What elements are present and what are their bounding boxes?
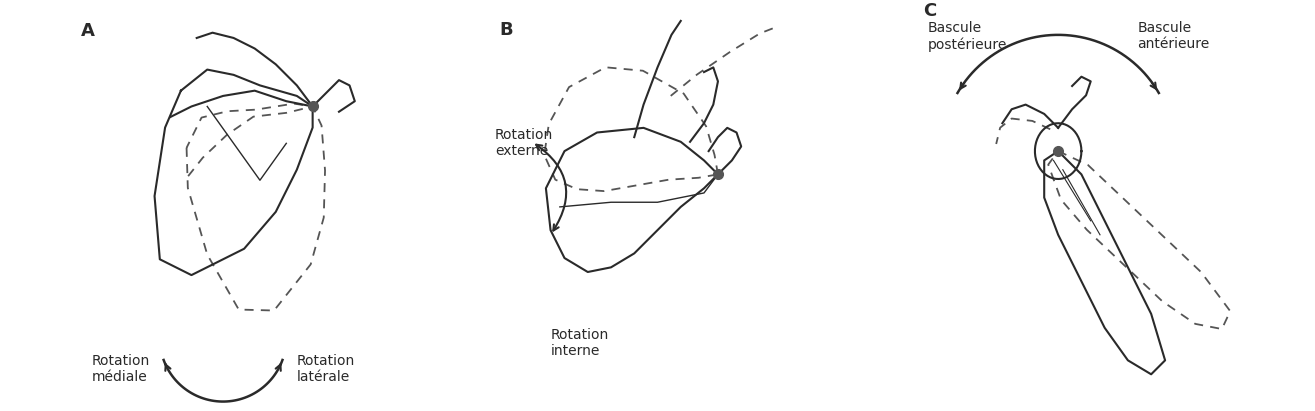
Text: Rotation
externe: Rotation externe — [494, 128, 554, 158]
Text: B: B — [500, 21, 513, 39]
Text: Bascule
antérieure: Bascule antérieure — [1137, 21, 1210, 51]
Text: Rotation
latérale: Rotation latérale — [297, 354, 355, 384]
Text: Rotation
interne: Rotation interne — [551, 328, 609, 358]
Text: Bascule
postérieure: Bascule postérieure — [928, 21, 1007, 52]
Text: C: C — [923, 2, 936, 20]
Text: A: A — [80, 22, 95, 40]
Text: Rotation
médiale: Rotation médiale — [91, 354, 150, 384]
